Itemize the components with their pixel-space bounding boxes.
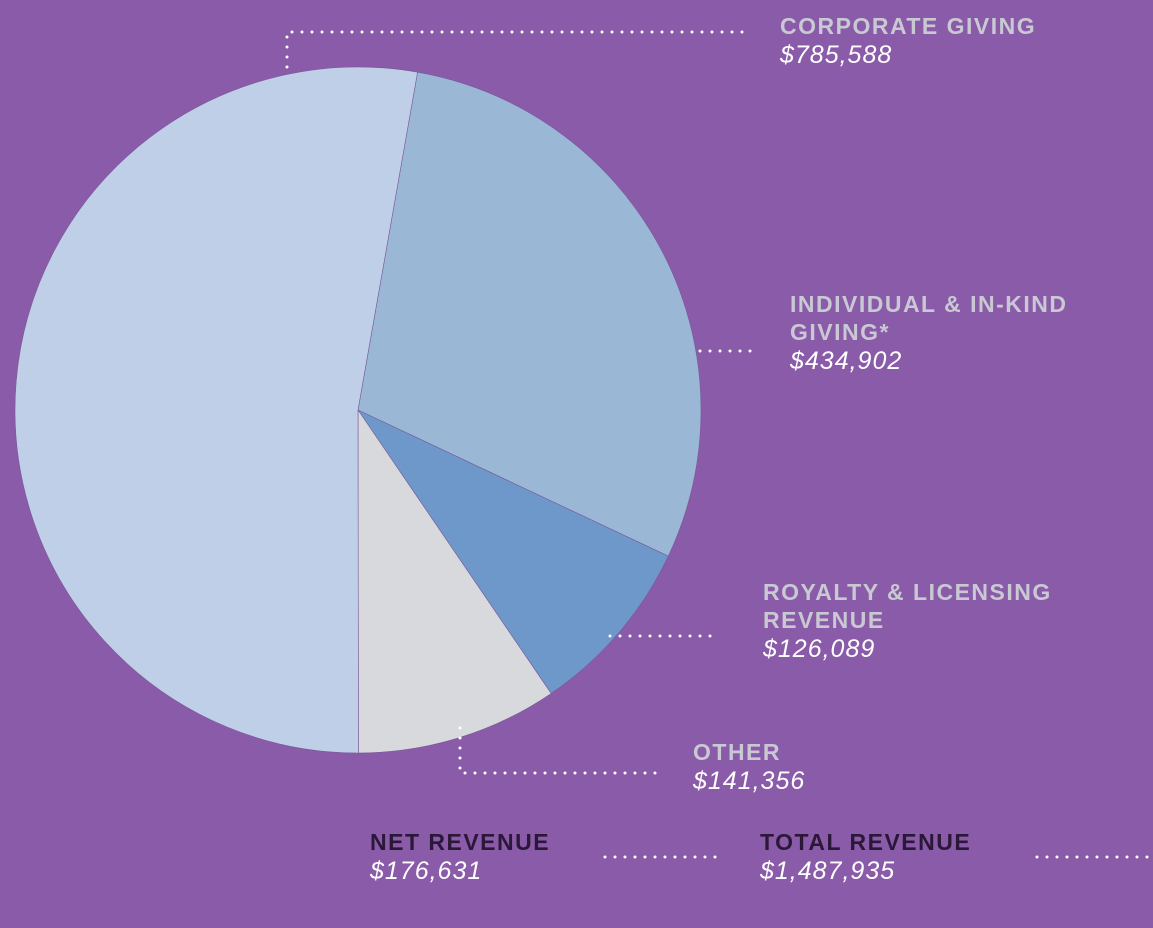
legend-entry: ROYALTY & LICENSING REVENUE $126,089 (763, 578, 1133, 664)
label: TOTAL REVENUE (760, 829, 972, 855)
label: NET REVENUE (370, 829, 551, 855)
pie-slice (357, 71, 702, 557)
label: CORPORATE GIVING (780, 13, 1037, 39)
value-label: $141,356 (693, 767, 806, 795)
value-label: $126,089 (763, 635, 876, 663)
label: INDIVIDUAL & IN-KIND GIVING* (790, 291, 1068, 345)
value-label: $785,588 (780, 41, 893, 69)
pie-slice (14, 66, 418, 754)
value-label: $1,487,935 (760, 857, 896, 885)
label: OTHER (693, 739, 781, 765)
value-label: $176,631 (370, 857, 483, 885)
pie-slice (357, 409, 669, 694)
legend-entry: OTHER $141,356 (693, 738, 993, 796)
value-label: $434,902 (790, 347, 903, 375)
legend-entry: INDIVIDUAL & IN-KIND GIVING* $434,902 (790, 290, 1150, 376)
legend-entry: TOTAL REVENUE $1,487,935 (760, 828, 1060, 886)
leader (458, 726, 667, 775)
legend-entry: NET REVENUE $176,631 (370, 828, 670, 886)
leader (285, 30, 752, 69)
label: ROYALTY & LICENSING REVENUE (763, 579, 1052, 633)
pie (14, 66, 702, 754)
legend-entry: CORPORATE GIVING $785,588 (780, 12, 1150, 70)
